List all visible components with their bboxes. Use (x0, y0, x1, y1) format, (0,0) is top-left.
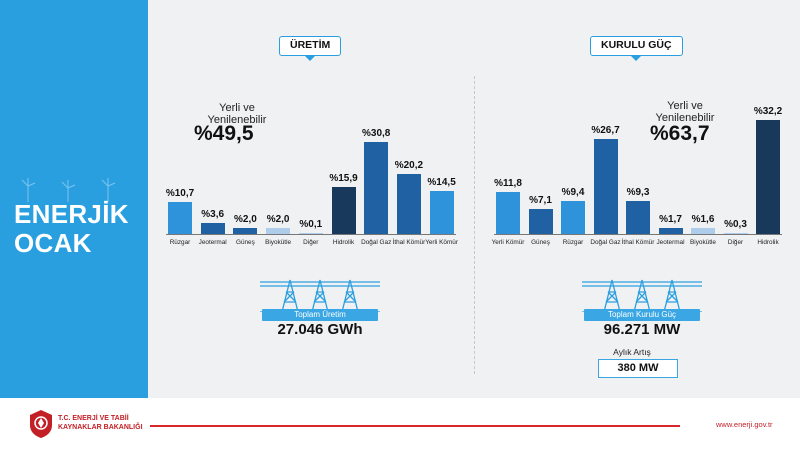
kurulu-bar-category: Yerli Kömür (491, 239, 525, 246)
uretim-bar-category: Güneş (235, 239, 255, 246)
uretim-bar-value: %14,5 (427, 176, 456, 188)
footer (0, 398, 800, 450)
kurulu-bar-category: Hidrolik (757, 239, 779, 246)
kurulu-bar (626, 201, 650, 234)
uretim-share-value: %49,5 (194, 122, 254, 145)
kurulu-bar (723, 232, 748, 234)
kurulu-bar-value: %26,7 (591, 125, 620, 137)
power-tower-icon (582, 279, 702, 312)
uretim-bar-category: Biyokütle (265, 239, 292, 246)
uretim-total-value: 27.046 GWh (277, 321, 363, 338)
uretim-bar-value: %15,9 (329, 172, 358, 184)
monthly-increase-label: Aylık Artış (613, 347, 651, 357)
uretim-bar-value: %10,7 (165, 188, 195, 200)
uretim-bar-value: %20,2 (394, 159, 424, 171)
kurulu-share-label: Yerli ve Yenilenebilir (655, 100, 715, 124)
kurulu-total-value: 96.271 MW (603, 321, 681, 338)
kurulu-total-label: Toplam Kurulu Güç (584, 309, 700, 321)
uretim-total-label: Toplam Üretim (262, 309, 378, 321)
website-link[interactable]: www.enerji.gov.tr (716, 420, 773, 429)
kurulu-bar-category: İthal Kömür (621, 239, 655, 246)
kurulu-bar-category: Diğer (727, 239, 744, 246)
kurulu-baseline (494, 234, 782, 235)
kurulu-bar-value: %9,4 (561, 186, 585, 198)
ministry-logo-icon (30, 410, 52, 438)
uretim-bar-category: Diğer (303, 239, 319, 246)
kurulu-bar-value: %1,6 (691, 214, 715, 226)
uretim-bar-value: %2,0 (266, 214, 290, 226)
kurulu-bar (496, 192, 520, 234)
title-panel: ENERJİK OCAK (0, 0, 148, 398)
uretim-bar (298, 232, 323, 234)
uretim-bar (331, 186, 356, 234)
kurulu-bar-category: Güneş (531, 239, 550, 246)
kurulu-bar-value: %9,3 (626, 187, 650, 199)
kurulu-bar-category: Rüzgar (562, 239, 584, 246)
kurulu-share-value: %63,7 (650, 122, 710, 145)
kurulu-bar-value: %32,2 (753, 106, 783, 117)
kurulu-bar-category: Doğal Gaz (590, 239, 621, 246)
uretim-bar-category: İthal Kömür (392, 239, 426, 246)
uretim-bar-value: %3,6 (201, 209, 225, 221)
kurulu-bar (561, 200, 585, 234)
uretim-bar-category: Yerli Kömür (425, 239, 458, 246)
uretim-bar (364, 142, 389, 234)
footer-divider (150, 425, 680, 427)
uretim-baseline (166, 234, 456, 235)
ministry-name-line2: KAYNAKLAR BAKANLIĞI (58, 424, 143, 431)
power-tower-icon (260, 279, 380, 312)
uretim-bar-category: Hidrolik (332, 239, 355, 246)
uretim-bar (266, 228, 291, 234)
uretim-bar (200, 223, 225, 234)
uretim-bar-category: Doğal Gaz (361, 239, 392, 246)
uretim-bar-category: Jeotermal (198, 239, 227, 246)
kurulu-bar-value: %11,8 (494, 178, 522, 190)
kurulu-section-label: KURULU GÜÇ (590, 36, 683, 61)
uretim-section-label: ÜRETİM (279, 36, 342, 61)
ministry-name-line1: T.C. ENERJİ VE TABİİ (58, 415, 129, 422)
page-title: ENERJİK OCAK (14, 199, 129, 258)
kurulu-bar (691, 228, 715, 234)
kurulu-bar-value: %0,3 (724, 218, 747, 230)
uretim-bar-value: %2,0 (233, 214, 257, 226)
kurulu-bar-value: %7,1 (529, 194, 552, 206)
uretim-bar (168, 202, 192, 234)
kurulu-bar-value: %1,7 (659, 213, 682, 225)
uretim-share-label: Yerli ve Yenilenebilir (207, 102, 267, 126)
section-divider (474, 76, 475, 374)
kurulu-bar (756, 120, 780, 234)
uretim-bar (429, 190, 454, 234)
kurulu-bar-category: Jeotermal (656, 239, 685, 246)
ministry-name: T.C. ENERJİ VE TABİİ KAYNAKLAR BAKANLIĞI (58, 414, 143, 432)
kurulu-bar (658, 227, 683, 234)
monthly-increase-value: 380 MW (598, 359, 678, 378)
uretim-bar-value: %30,8 (362, 128, 391, 139)
uretim-bar-value: %0,1 (299, 218, 323, 230)
kurulu-bar (593, 139, 618, 234)
uretim-bar-category: Rüzgar (169, 239, 191, 246)
wind-turbine-icon (21, 178, 116, 202)
uretim-bar (396, 173, 421, 234)
kurulu-bar (528, 208, 553, 234)
kurulu-bar-category: Biyokütle (690, 239, 716, 246)
uretim-bar (233, 228, 258, 234)
